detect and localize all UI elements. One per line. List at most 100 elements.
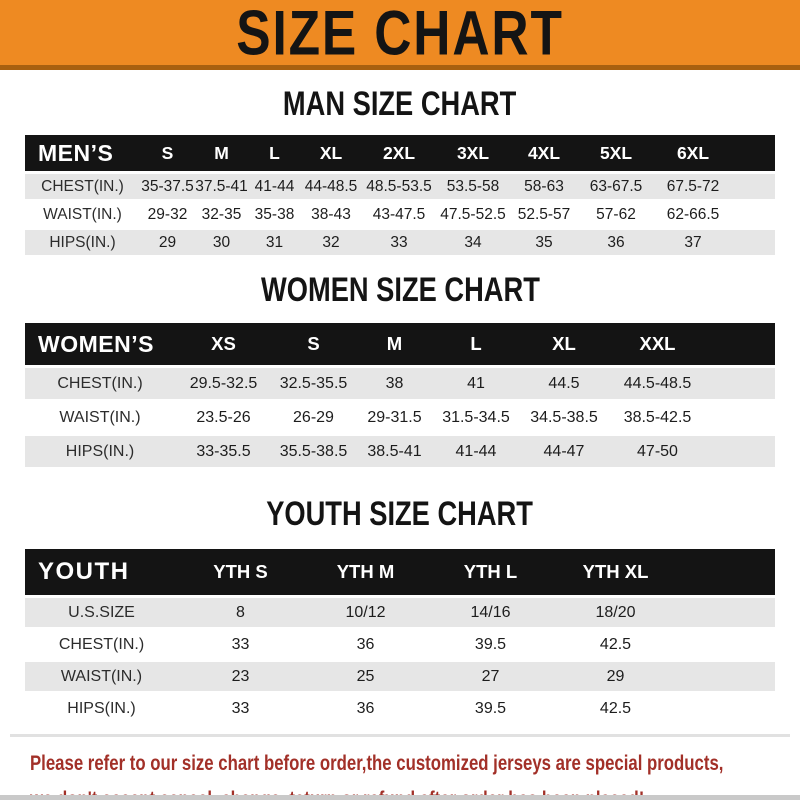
- table-cell: 58-63: [509, 174, 579, 199]
- spacer-cell: [705, 436, 775, 467]
- table-cell: 39.5: [428, 630, 553, 659]
- table-cell: 35-37.5: [140, 174, 195, 199]
- table-cell: 33: [361, 230, 437, 255]
- youth-section-heading-text: YOUTH SIZE CHART: [266, 494, 534, 533]
- table-cell: 31: [248, 230, 301, 255]
- row-label: HIPS(IN.): [25, 230, 140, 255]
- table-cell: 39.5: [428, 694, 553, 723]
- spacer-cell: [733, 230, 775, 255]
- table-cell: 41-44: [434, 436, 518, 467]
- size-chart-banner: SIZE CHART: [0, 0, 800, 70]
- row-label: HIPS(IN.): [25, 694, 178, 723]
- table-cell: 29: [553, 662, 678, 691]
- table-cell: 29: [140, 230, 195, 255]
- row-label: HIPS(IN.): [25, 436, 175, 467]
- women-section-heading-text: WOMEN SIZE CHART: [260, 270, 540, 309]
- table-cell: 42.5: [553, 630, 678, 659]
- men-size-col-header: S: [140, 135, 195, 171]
- table-cell: 44.5-48.5: [610, 368, 705, 399]
- table-cell: 48.5-53.5: [361, 174, 437, 199]
- table-cell: 41-44: [248, 174, 301, 199]
- section-divider: [10, 734, 790, 737]
- men-section-heading: MAN SIZE CHART: [0, 84, 800, 123]
- youth-hips-row: HIPS(IN.) 33 36 39.5 42.5: [25, 694, 775, 723]
- table-cell: 33: [178, 630, 303, 659]
- women-size-table: WOMEN’S XS S M L XL XXL CHEST(IN.) 29.5-…: [25, 320, 775, 470]
- spacer-cell: [678, 662, 775, 691]
- table-cell: 47.5-52.5: [437, 202, 509, 227]
- table-cell: 38.5-41: [355, 436, 434, 467]
- youth-table-corner-label: YOUTH: [25, 549, 178, 595]
- table-cell: 47-50: [610, 436, 705, 467]
- table-cell: 10/12: [303, 598, 428, 627]
- table-cell: 35-38: [248, 202, 301, 227]
- men-size-col-header: L: [248, 135, 301, 171]
- men-chest-row: CHEST(IN.) 35-37.5 37.5-41 41-44 44-48.5…: [25, 174, 775, 199]
- table-cell: 29-32: [140, 202, 195, 227]
- women-chest-row: CHEST(IN.) 29.5-32.5 32.5-35.5 38 41 44.…: [25, 368, 775, 399]
- spacer-cell: [705, 402, 775, 433]
- row-label: WAIST(IN.): [25, 202, 140, 227]
- men-table-header-row: MEN’S S M L XL 2XL 3XL 4XL 5XL 6XL: [25, 135, 775, 171]
- table-cell: 43-47.5: [361, 202, 437, 227]
- row-label: U.S.SIZE: [25, 598, 178, 627]
- men-size-col-header: XL: [301, 135, 361, 171]
- men-size-col-header: 5XL: [579, 135, 653, 171]
- men-table-corner-label: MEN’S: [25, 135, 140, 171]
- women-size-col-header: XS: [175, 323, 272, 365]
- youth-header-spacer: [678, 549, 775, 595]
- row-label: CHEST(IN.): [25, 368, 175, 399]
- table-cell: 52.5-57: [509, 202, 579, 227]
- table-cell: 63-67.5: [579, 174, 653, 199]
- table-cell: 32.5-35.5: [272, 368, 355, 399]
- table-cell: 23.5-26: [175, 402, 272, 433]
- youth-chest-row: CHEST(IN.) 33 36 39.5 42.5: [25, 630, 775, 659]
- women-header-spacer: [705, 323, 775, 365]
- table-cell: 36: [579, 230, 653, 255]
- spacer-cell: [678, 630, 775, 659]
- women-size-col-header: S: [272, 323, 355, 365]
- men-size-col-header: 2XL: [361, 135, 437, 171]
- table-cell: 36: [303, 694, 428, 723]
- women-waist-row: WAIST(IN.) 23.5-26 26-29 29-31.5 31.5-34…: [25, 402, 775, 433]
- spacer-cell: [705, 368, 775, 399]
- table-cell: 8: [178, 598, 303, 627]
- youth-size-col-header: YTH M: [303, 549, 428, 595]
- women-hips-row: HIPS(IN.) 33-35.5 35.5-38.5 38.5-41 41-4…: [25, 436, 775, 467]
- table-cell: 35.5-38.5: [272, 436, 355, 467]
- men-size-table: MEN’S S M L XL 2XL 3XL 4XL 5XL 6XL CHEST…: [25, 132, 775, 258]
- table-cell: 36: [303, 630, 428, 659]
- table-cell: 38: [355, 368, 434, 399]
- men-size-col-header: M: [195, 135, 248, 171]
- men-hips-row: HIPS(IN.) 29 30 31 32 33 34 35 36 37: [25, 230, 775, 255]
- table-cell: 57-62: [579, 202, 653, 227]
- youth-table-header-row: YOUTH YTH S YTH M YTH L YTH XL: [25, 549, 775, 595]
- youth-size-col-header: YTH S: [178, 549, 303, 595]
- table-cell: 29.5-32.5: [175, 368, 272, 399]
- youth-ussize-row: U.S.SIZE 8 10/12 14/16 18/20: [25, 598, 775, 627]
- row-label: CHEST(IN.): [25, 174, 140, 199]
- table-cell: 31.5-34.5: [434, 402, 518, 433]
- table-cell: 67.5-72: [653, 174, 733, 199]
- spacer-cell: [678, 598, 775, 627]
- men-waist-row: WAIST(IN.) 29-32 32-35 35-38 38-43 43-47…: [25, 202, 775, 227]
- spacer-cell: [733, 174, 775, 199]
- spacer-cell: [678, 694, 775, 723]
- table-cell: 18/20: [553, 598, 678, 627]
- men-header-spacer: [733, 135, 775, 171]
- table-cell: 32-35: [195, 202, 248, 227]
- disclaimer-line-1: Please refer to our size chart before or…: [30, 751, 724, 775]
- women-size-col-header: XL: [518, 323, 610, 365]
- table-cell: 33-35.5: [175, 436, 272, 467]
- table-cell: 62-66.5: [653, 202, 733, 227]
- table-cell: 14/16: [428, 598, 553, 627]
- women-size-col-header: M: [355, 323, 434, 365]
- table-cell: 23: [178, 662, 303, 691]
- table-cell: 34.5-38.5: [518, 402, 610, 433]
- table-cell: 29-31.5: [355, 402, 434, 433]
- youth-section-heading: YOUTH SIZE CHART: [0, 494, 800, 533]
- table-cell: 33: [178, 694, 303, 723]
- table-cell: 27: [428, 662, 553, 691]
- youth-waist-row: WAIST(IN.) 23 25 27 29: [25, 662, 775, 691]
- table-cell: 37.5-41: [195, 174, 248, 199]
